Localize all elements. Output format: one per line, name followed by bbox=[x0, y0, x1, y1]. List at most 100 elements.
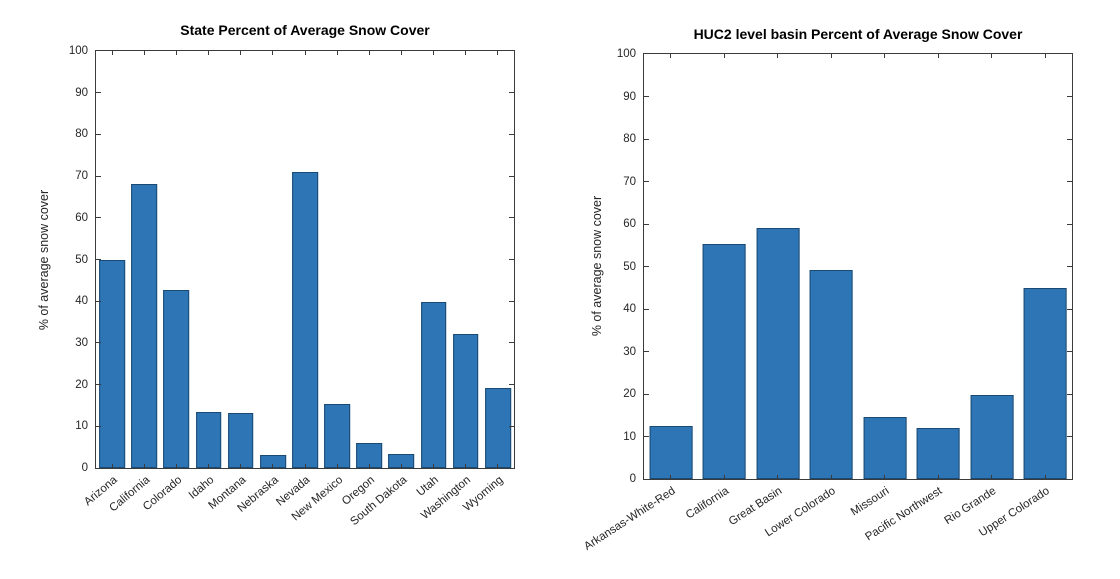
y-tick-mark bbox=[644, 393, 649, 395]
x-tick-mark bbox=[497, 464, 499, 468]
y-tick-label: 50 bbox=[75, 253, 88, 266]
y-tick-mark bbox=[96, 217, 101, 219]
chart-title: State Percent of Average Snow Cover bbox=[180, 22, 430, 38]
x-tick-label: California bbox=[683, 485, 731, 522]
bar-oregon bbox=[356, 442, 383, 468]
x-tick-mark bbox=[143, 464, 145, 468]
y-tick-label: 80 bbox=[623, 133, 636, 145]
x-tick-mark bbox=[433, 464, 435, 468]
y-tick-mark bbox=[1067, 181, 1072, 182]
bar-idaho bbox=[195, 412, 222, 468]
x-tick-label: Arkansas-White-Red bbox=[581, 485, 678, 553]
x-tick-mark bbox=[497, 51, 499, 55]
x-tick-mark bbox=[336, 464, 338, 468]
y-tick-mark bbox=[509, 425, 514, 427]
x-tick-mark bbox=[272, 51, 274, 55]
y-tick-label: 90 bbox=[623, 90, 636, 103]
y-tick-label: 30 bbox=[623, 345, 636, 358]
y-axis-label-text: % of average snow cover bbox=[37, 189, 51, 331]
y-tick-mark bbox=[644, 351, 649, 352]
x-tick-label: Missouri bbox=[848, 485, 892, 519]
x-tick-mark bbox=[723, 54, 725, 58]
y-tick-mark bbox=[509, 217, 514, 219]
x-tick-mark bbox=[670, 475, 672, 479]
bar-arkansas-white-red bbox=[649, 426, 693, 479]
y-tick-label: 0 bbox=[629, 473, 636, 485]
y-tick-label: 0 bbox=[81, 462, 88, 474]
x-tick-mark bbox=[111, 51, 113, 55]
y-tick-label: 40 bbox=[75, 295, 88, 308]
x-tick-mark bbox=[400, 464, 402, 468]
y-tick-mark bbox=[509, 175, 514, 177]
huc2-snow-cover-chart: HUC2 level basin Percent of Average Snow… bbox=[560, 0, 1120, 579]
x-tick-mark bbox=[937, 54, 939, 58]
y-tick-mark bbox=[644, 96, 649, 97]
x-tick-mark bbox=[175, 51, 177, 55]
y-tick-mark bbox=[1067, 138, 1072, 140]
y-axis-label-text: % of average snow cover bbox=[590, 195, 604, 337]
bar-colorado bbox=[163, 290, 190, 468]
bar-great-basin bbox=[756, 228, 800, 479]
x-tick-mark bbox=[1044, 54, 1046, 58]
bar-washington bbox=[452, 334, 479, 468]
bar-pacific-northwest bbox=[916, 427, 960, 479]
y-tick-label: 10 bbox=[623, 430, 636, 443]
y-tick-mark bbox=[1067, 436, 1072, 437]
y-tick-mark bbox=[96, 342, 101, 344]
y-tick-mark bbox=[1067, 393, 1072, 395]
bar-missouri bbox=[863, 416, 907, 479]
y-tick-mark bbox=[1067, 96, 1072, 97]
y-tick-mark bbox=[509, 342, 514, 344]
y-tick-label: 20 bbox=[623, 388, 636, 400]
x-tick-label: South Dakota bbox=[348, 474, 410, 528]
y-tick-mark bbox=[509, 133, 514, 135]
x-tick-mark bbox=[304, 51, 306, 55]
y-tick-mark bbox=[96, 133, 101, 135]
y-tick-label: 70 bbox=[623, 175, 636, 188]
x-tick-mark bbox=[830, 475, 832, 479]
x-tick-mark bbox=[884, 54, 886, 58]
y-tick-mark bbox=[96, 92, 101, 94]
x-tick-mark bbox=[777, 475, 779, 479]
x-tick-mark bbox=[777, 54, 779, 58]
y-tick-mark bbox=[509, 259, 514, 260]
bar-wyoming bbox=[485, 387, 511, 468]
y-tick-mark bbox=[509, 92, 514, 94]
y-tick-label: 100 bbox=[68, 45, 88, 57]
x-tick-mark bbox=[304, 464, 306, 468]
y-tick-label: 50 bbox=[623, 260, 636, 273]
y-tick-mark bbox=[509, 300, 514, 302]
y-tick-mark bbox=[644, 266, 649, 267]
bar-upper-colorado bbox=[1023, 288, 1067, 479]
bar-arizona bbox=[99, 259, 125, 468]
x-tick-mark bbox=[272, 464, 274, 468]
x-tick-mark bbox=[175, 464, 177, 468]
state-snow-cover-chart: State Percent of Average Snow Cover % of… bbox=[37, 22, 515, 528]
x-tick-mark bbox=[336, 51, 338, 55]
plot-area: 0 10 20 30 40 50 60 70 80 90 100 Arizona California C… bbox=[69, 45, 515, 528]
bar-montana bbox=[227, 413, 254, 468]
x-tick-mark bbox=[465, 51, 467, 55]
x-tick-mark bbox=[670, 54, 672, 58]
x-tick-label: Utah bbox=[414, 474, 442, 499]
y-tick-mark bbox=[96, 425, 101, 427]
y-tick-label: 100 bbox=[616, 48, 636, 60]
x-tick-mark bbox=[240, 464, 242, 468]
y-tick-mark bbox=[96, 300, 101, 302]
x-tick-mark bbox=[465, 464, 467, 468]
y-tick-label: 10 bbox=[75, 420, 88, 433]
y-tick-mark bbox=[644, 181, 649, 182]
y-tick-label: 20 bbox=[75, 378, 88, 391]
y-tick-mark bbox=[509, 384, 514, 386]
x-tick-mark bbox=[1044, 475, 1046, 479]
chart-title: HUC2 level basin Percent of Average Snow… bbox=[693, 26, 1023, 42]
x-tick-mark bbox=[368, 464, 370, 468]
x-tick-mark bbox=[400, 51, 402, 55]
bar-lower-colorado bbox=[809, 270, 853, 479]
bar-california bbox=[702, 244, 746, 479]
y-tick-mark bbox=[1067, 308, 1072, 310]
y-tick-mark bbox=[96, 175, 101, 177]
bar-utah bbox=[420, 301, 447, 468]
bar-rio-grande bbox=[970, 395, 1014, 479]
